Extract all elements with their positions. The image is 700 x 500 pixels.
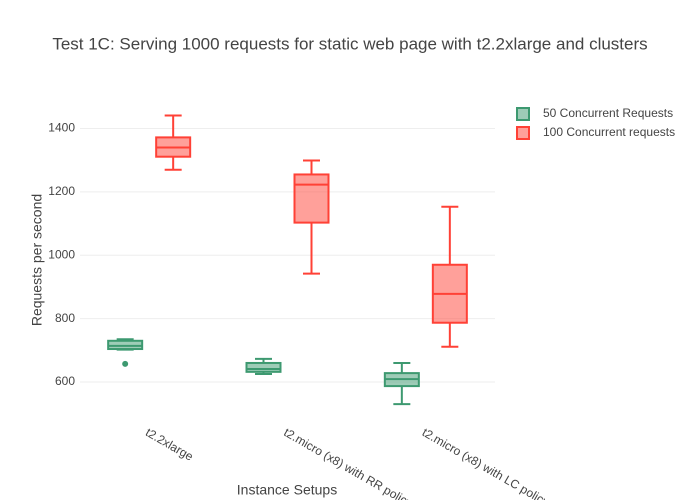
x-tick-label: t2.micro (x8) with LC policy (420, 425, 552, 500)
legend-swatch (516, 126, 530, 140)
box (245, 361, 282, 373)
legend-swatch (516, 107, 530, 121)
y-axis-title: Requests per second (29, 194, 45, 326)
y-tick-label: 1200 (48, 184, 75, 198)
chart-title: Test 1C: Serving 1000 requests for stati… (52, 34, 647, 53)
x-axis-title: Instance Setups (237, 482, 337, 498)
y-tick-label: 800 (55, 311, 75, 325)
legend-label: 50 Concurrent Requests (543, 106, 673, 120)
y-tick-label: 600 (55, 374, 75, 388)
box (293, 173, 330, 224)
y-tick-label: 1400 (48, 121, 75, 135)
x-tick-label: t2.2xlarge (143, 425, 196, 464)
outlier (122, 360, 129, 367)
y-tick-label: 1000 (48, 247, 75, 261)
legend-label: 100 Concurrent requests (543, 125, 675, 139)
